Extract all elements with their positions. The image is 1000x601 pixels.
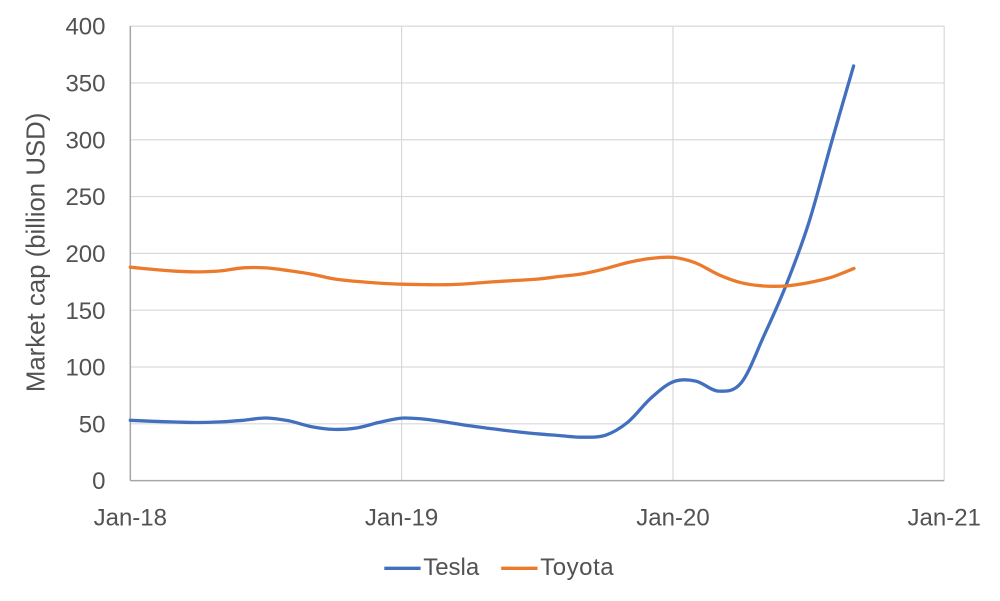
- svg-text:100: 100: [65, 355, 105, 382]
- svg-text:Jan-18: Jan-18: [94, 504, 167, 531]
- svg-text:250: 250: [65, 184, 105, 211]
- svg-text:400: 400: [65, 14, 105, 41]
- svg-text:50: 50: [79, 411, 106, 438]
- svg-text:300: 300: [65, 127, 105, 154]
- svg-text:350: 350: [65, 71, 105, 98]
- svg-text:Toyota: Toyota: [540, 554, 614, 581]
- svg-text:Tesla: Tesla: [423, 554, 480, 581]
- svg-text:Jan-21: Jan-21: [908, 504, 981, 531]
- svg-text:Market cap (billion USD): Market cap (billion USD): [23, 113, 51, 393]
- svg-text:0: 0: [92, 468, 105, 495]
- svg-text:150: 150: [65, 298, 105, 325]
- svg-text:Jan-20: Jan-20: [636, 504, 709, 531]
- svg-text:200: 200: [65, 241, 105, 268]
- svg-text:Jan-19: Jan-19: [365, 504, 438, 531]
